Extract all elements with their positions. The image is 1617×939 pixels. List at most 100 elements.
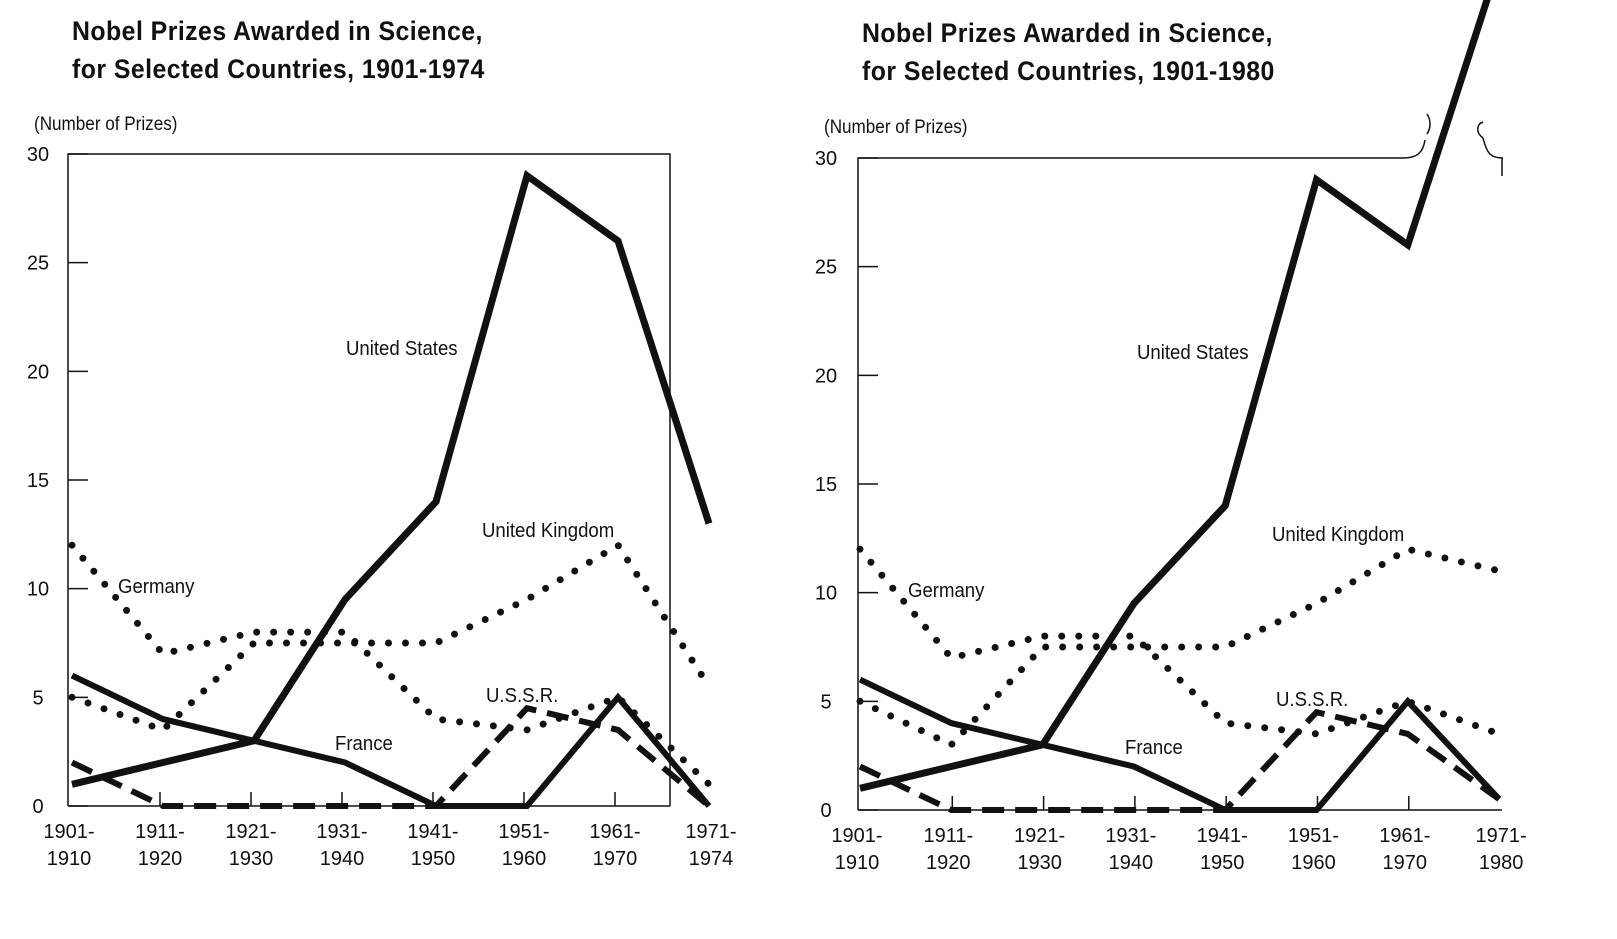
y-tick-label: 25 <box>815 257 837 279</box>
x-tick-label-line: 1911- <box>923 825 973 847</box>
x-tick-label-line: 1931- <box>1105 825 1156 847</box>
x-tick-label: 1961- 1970 <box>589 821 640 870</box>
x-tick-label: 1971- 1974 <box>685 821 736 870</box>
x-tick-label-line: 1951- <box>498 821 549 843</box>
x-tick-label-line: 1950 <box>411 848 456 870</box>
x-tick-label-line: 1921- <box>225 821 276 843</box>
series-line-germany <box>856 545 1503 738</box>
x-tick-label: 1911- 1920 <box>135 821 185 870</box>
x-tick-label-line: 1971- <box>1476 825 1527 847</box>
x-tick-label-line: 1960 <box>502 848 547 870</box>
chart-title-line-1: Nobel Prizes Awarded in Science, <box>72 16 483 46</box>
series-label-united-states: United States <box>1137 342 1249 364</box>
x-tick-label-line: 1930 <box>1017 852 1062 874</box>
series-label-germany: Germany <box>908 580 985 602</box>
series-label-united-kingdom: United Kingdom <box>1272 524 1404 546</box>
y-tick-label: 30 <box>815 148 837 170</box>
x-tick-label-line: 1980 <box>1479 852 1524 874</box>
x-tick-label-line: 1950 <box>1200 852 1245 874</box>
x-tick-label-line: 1930 <box>229 848 274 870</box>
x-tick-label-line: 1971- <box>685 821 736 843</box>
axis-break-mark <box>1426 113 1431 135</box>
plot-frame-top-left <box>857 139 1426 810</box>
series-line-u-s-s-r <box>858 708 1501 813</box>
x-tick-label-line: 1941- <box>407 821 458 843</box>
x-tick-label: 1941- 1950 <box>407 821 458 870</box>
x-tick-label: 1951- 1960 <box>498 821 549 870</box>
series-label-united-states: United States <box>346 338 458 360</box>
x-tick-label-line: 1910 <box>47 848 92 870</box>
x-tick-label-line: 1901- <box>831 825 882 847</box>
series-label-germany: Germany <box>118 576 195 598</box>
series-line-united-states <box>859 0 1491 792</box>
y-axis-label: (Number of Prizes) <box>824 117 968 138</box>
series-group <box>856 0 1503 813</box>
x-tick-label-line: 1921- <box>1014 825 1065 847</box>
x-tick-label-line: 1960 <box>1291 852 1336 874</box>
x-tick-label-line: 1911- <box>135 821 185 843</box>
chart-title: Nobel Prizes Awarded in Science, for Sel… <box>862 14 1275 90</box>
series-line-france <box>70 672 712 809</box>
x-tick-label-line: 1910 <box>835 852 880 874</box>
line-chart-1901-1980: 0510152025301901-19101911-19201921-19301… <box>815 0 1527 874</box>
x-tick-label: 1911- 1920 <box>923 825 973 874</box>
axis-break-mark <box>1477 121 1484 139</box>
y-tick-label: 0 <box>820 800 831 822</box>
y-tick-label: 20 <box>27 361 49 383</box>
x-tick-label-line: 1970 <box>593 848 638 870</box>
y-tick-label: 30 <box>27 144 49 166</box>
chart-panel-1980: Nobel Prizes Awarded in Science, for Sel… <box>808 0 1616 939</box>
x-tick-label: 1921- 1930 <box>225 821 276 870</box>
x-tick-label-line: 1931- <box>316 821 367 843</box>
x-tick-label: 1901- 1910 <box>43 821 94 870</box>
y-tick-label: 20 <box>815 365 837 387</box>
y-tick-label: 10 <box>815 583 837 605</box>
x-tick-label: 1941- 1950 <box>1197 825 1248 874</box>
series-label-france: France <box>335 733 393 755</box>
x-tick-label: 1931- 1940 <box>316 821 367 870</box>
x-tick-label-line: 1920 <box>926 852 971 874</box>
series-label-france: France <box>1125 737 1183 759</box>
plot-frame-top-right <box>1482 137 1504 176</box>
chart-panel-1974: Nobel Prizes Awarded in Science, for Sel… <box>0 0 808 939</box>
x-tick-label: 1901- 1910 <box>831 825 882 874</box>
x-tick-label-line: 1951- <box>1288 825 1339 847</box>
series-label-u-s-s-r: U.S.S.R. <box>1276 689 1348 711</box>
x-tick-label-line: 1974 <box>689 848 734 870</box>
y-tick-label: 15 <box>815 474 837 496</box>
y-tick-label: 5 <box>820 691 831 713</box>
series-line-germany <box>68 541 713 788</box>
x-tick-label-line: 1901- <box>43 821 94 843</box>
series-line-united-kingdom <box>856 545 1503 750</box>
series-label-u-s-s-r: U.S.S.R. <box>486 685 558 707</box>
x-tick-label: 1931- 1940 <box>1105 825 1156 874</box>
line-chart-1901-1974: 0510152025301901-19101911-19201921-19301… <box>27 144 737 870</box>
x-tick-label-line: 1940 <box>320 848 365 870</box>
y-tick-label: 15 <box>27 470 49 492</box>
x-tick-label: 1961- 1970 <box>1379 825 1430 874</box>
x-tick-label-line: 1941- <box>1197 825 1248 847</box>
x-tick-label-line: 1920 <box>138 848 183 870</box>
chart-title: Nobel Prizes Awarded in Science, for Sel… <box>72 12 485 88</box>
series-line-united-kingdom <box>68 540 713 734</box>
series-line-france <box>858 676 1502 813</box>
series-line-united-states <box>71 169 713 788</box>
series-line-u-s-s-r <box>70 704 711 809</box>
chart-title-line-2: for Selected Countries, 1901-1974 <box>72 54 485 84</box>
x-tick-label-line: 1961- <box>1379 825 1430 847</box>
y-tick-label: 10 <box>27 579 49 601</box>
y-tick-label: 25 <box>27 253 49 275</box>
x-tick-label: 1971- 1980 <box>1476 825 1527 874</box>
y-tick-label: 0 <box>32 796 43 818</box>
series-label-united-kingdom: United Kingdom <box>482 520 614 542</box>
plot-frame <box>67 153 671 806</box>
x-tick-label-line: 1961- <box>589 821 640 843</box>
y-axis-label: (Number of Prizes) <box>34 114 178 135</box>
x-tick-label: 1921- 1930 <box>1014 825 1065 874</box>
chart-title-line-2: for Selected Countries, 1901-1980 <box>862 56 1275 86</box>
x-tick-label-line: 1940 <box>1109 852 1154 874</box>
x-tick-label: 1951- 1960 <box>1288 825 1339 874</box>
chart-title-line-1: Nobel Prizes Awarded in Science, <box>862 18 1273 48</box>
x-tick-label-line: 1970 <box>1383 852 1428 874</box>
y-tick-label: 5 <box>32 687 43 709</box>
